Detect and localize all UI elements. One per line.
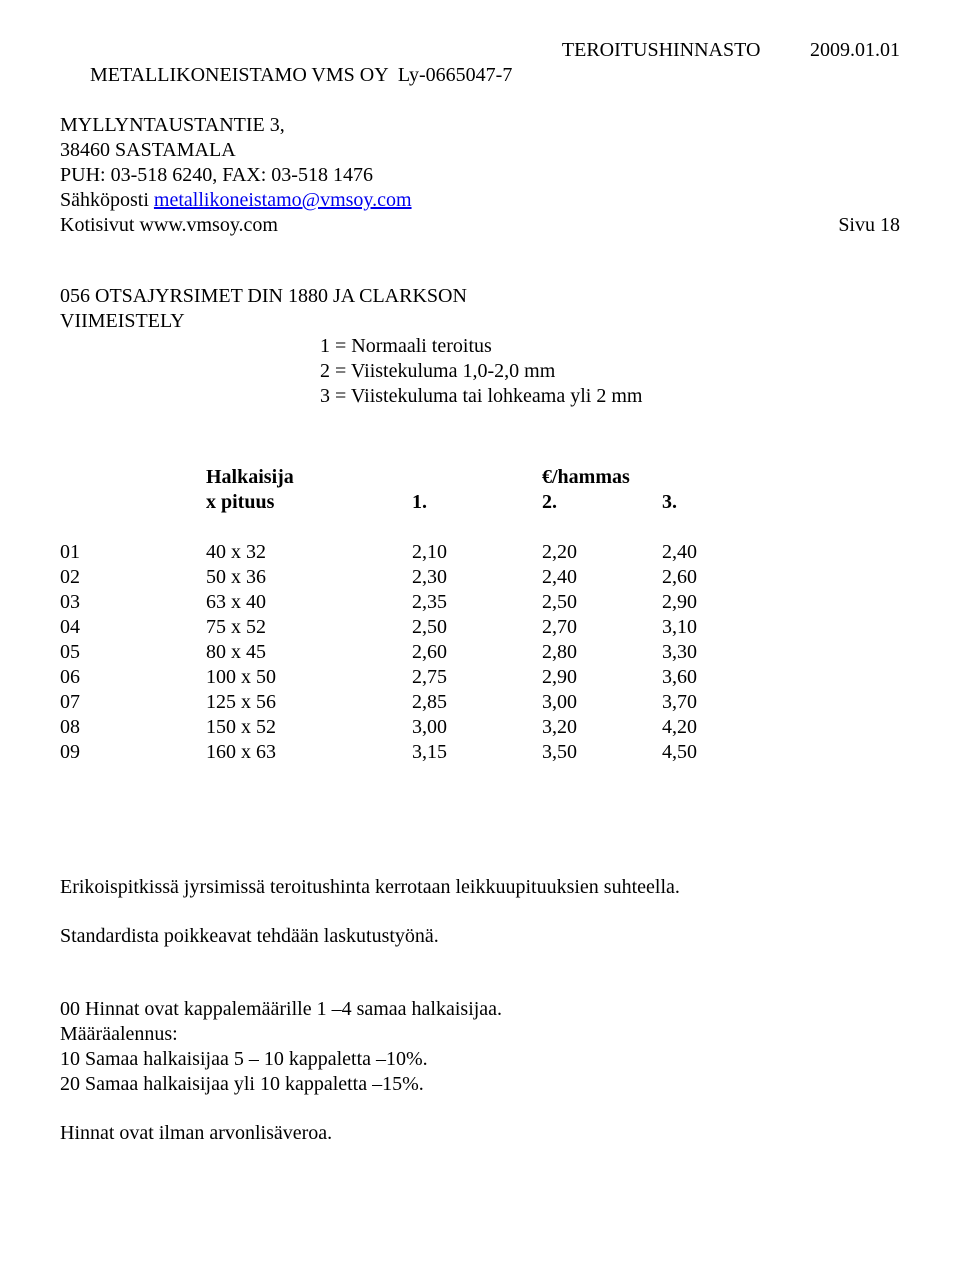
- table-row: 03 63 x 40 2,35 2,50 2,90: [60, 590, 742, 615]
- table-row: 04 75 x 52 2,50 2,70 3,10: [60, 615, 742, 640]
- address-line-2: 38460 SASTAMALA: [60, 138, 900, 163]
- company-line: METALLIKONEISTAMO VMS OY Ly-0665047-7: [90, 64, 512, 86]
- footer-p3d: 20 Samaa halkaisijaa yli 10 kappaletta –…: [60, 1072, 900, 1097]
- footer-p3b: Määräalennus:: [60, 1022, 900, 1047]
- table-row: 02 50 x 36 2,30 2,40 2,60: [60, 565, 742, 590]
- footer-p3a: 00 Hinnat ovat kappalemäärille 1 –4 sama…: [60, 997, 900, 1022]
- address-line-1: MYLLYNTAUSTANTIE 3,: [60, 113, 900, 138]
- website: Kotisivut www.vmsoy.com: [60, 213, 278, 238]
- footer-p4: Hinnat ovat ilman arvonlisäveroa.: [60, 1121, 900, 1146]
- row-index: 01: [60, 540, 206, 565]
- section-title-2: VIIMEISTELY: [60, 309, 900, 334]
- table-row: 05 80 x 45 2,60 2,80 3,30: [60, 640, 742, 665]
- table-row: 06 100 x 50 2,75 2,90 3,60: [60, 665, 742, 690]
- th-eur-hammas: €/hammas: [542, 466, 630, 488]
- th-col1: 1.: [412, 491, 427, 513]
- legend-1: 1 = Normaali teroitus: [320, 334, 900, 359]
- legend-2: 2 = Viistekuluma 1,0-2,0 mm: [320, 359, 900, 384]
- th-xpituus: x pituus: [206, 491, 274, 513]
- row-c1: 2,10: [412, 540, 542, 565]
- row-c3: 2,40: [662, 540, 742, 565]
- page-number: Sivu 18: [838, 213, 900, 238]
- legend-3: 3 = Viistekuluma tai lohkeama yli 2 mm: [320, 384, 900, 409]
- row-c2: 2,20: [542, 540, 662, 565]
- table-row: 01 40 x 32 2,10 2,20 2,40: [60, 540, 742, 565]
- email-link[interactable]: metallikoneistamo@vmsoy.com: [154, 189, 412, 211]
- footer-p1: Erikoispitkissä jyrsimissä teroitushinta…: [60, 875, 900, 900]
- table-row: 09 160 x 63 3,15 3,50 4,50: [60, 740, 742, 765]
- email-label: Sähköposti: [60, 189, 154, 211]
- price-table: Halkaisija €/hammas x pituus 1. 2. 3. 01…: [60, 465, 742, 765]
- footer-p3c: 10 Samaa halkaisijaa 5 – 10 kappaletta –…: [60, 1047, 900, 1072]
- doc-date: 2009.01.01: [810, 39, 900, 61]
- table-row: 08 150 x 52 3,00 3,20 4,20: [60, 715, 742, 740]
- table-row: 07 125 x 56 2,85 3,00 3,70: [60, 690, 742, 715]
- doc-title: TEROITUSHINNASTO: [562, 39, 761, 61]
- th-col3: 3.: [662, 491, 677, 513]
- footer-p2: Standardista poikkeavat tehdään laskutus…: [60, 924, 900, 949]
- th-col2: 2.: [542, 491, 557, 513]
- section-title-1: 056 OTSAJYRSIMET DIN 1880 JA CLARKSON: [60, 284, 900, 309]
- phone-fax: PUH: 03-518 6240, FAX: 03-518 1476: [60, 163, 900, 188]
- row-halk: 40 x 32: [206, 540, 412, 565]
- th-halkaisija: Halkaisija: [206, 466, 294, 488]
